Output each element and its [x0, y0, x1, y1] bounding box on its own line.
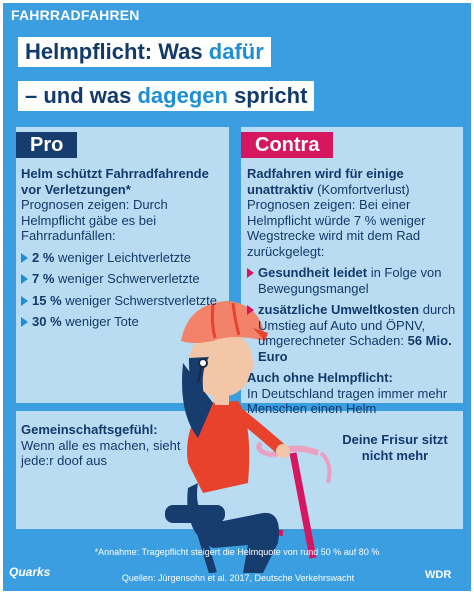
arrow-right-icon: [247, 305, 254, 315]
title-line-1: Helmpflicht: Was dafür: [18, 37, 271, 67]
arrow-right-icon: [247, 268, 254, 278]
contra-extra-text: In Deutschland tragen immer mehr Mensche…: [247, 385, 448, 417]
list-item: Gesundheit leidet in Folge von Bewegungs…: [247, 265, 461, 296]
list-item: 7 % weniger Schwerverletzte: [21, 271, 229, 287]
wdr-logo: WDR: [425, 569, 452, 581]
title-text: Helmpflicht: Was: [25, 39, 209, 64]
assumption-footnote: *Annahme: Tragepflicht steigert die Helm…: [94, 547, 380, 557]
pro-heading: Helm schützt Fahrradfahrende vor Verletz…: [21, 166, 209, 197]
title-highlight: dafür: [208, 39, 264, 64]
contra-intro: Prognosen zeigen: Bei einer Helmpflicht …: [247, 197, 426, 259]
stat-value: 7 %: [32, 271, 55, 286]
hairstyle-note: Deine Frisur sitzt nicht mehr: [342, 432, 448, 463]
title-text: – und was: [25, 83, 138, 108]
item-text: in Folge von Bewegungsmangel: [258, 265, 442, 296]
item-bold: 56 Mio. Euro: [258, 333, 452, 364]
list-item: 2 % weniger Leichtverletzte: [21, 250, 229, 266]
title-highlight: dagegen: [137, 83, 228, 108]
contra-heading: Radfahren wird für einige unattraktiv (K…: [247, 166, 461, 197]
contra-content: Radfahren wird für einige unattraktiv (K…: [247, 166, 461, 417]
community-text: Wenn alle es machen, sieht jede:r doof a…: [21, 437, 181, 469]
title-line-2: – und was dagegen spricht: [18, 81, 315, 111]
stat-value: 15 %: [32, 292, 62, 308]
title-text: spricht: [227, 83, 308, 108]
arrow-right-icon: [21, 317, 28, 327]
arrow-right-icon: [21, 274, 28, 284]
infographic: FAHRRADFAHREN Helmpflicht: Was dafür – u…: [3, 3, 471, 591]
pro-content: Helm schützt Fahrradfahrende vor Verletz…: [21, 166, 229, 330]
arrow-right-icon: [21, 252, 28, 263]
topic-label: FAHRRADFAHREN: [11, 7, 140, 23]
contra-panel: [241, 127, 463, 403]
quarks-logo: Quarks: [9, 565, 51, 579]
stat-text: weniger Leichtverletzte: [54, 249, 191, 265]
item-bold: zusätzliche Umweltkosten: [258, 302, 420, 317]
list-item: 30 % weniger Tote: [21, 314, 229, 330]
list-item: 15 % weniger Schwerstverletzte: [21, 293, 229, 309]
stat-text: weniger Schwerverletzte: [54, 271, 200, 286]
contra-heading-suffix: (Komfortverlust): [313, 181, 410, 197]
list-item: zusätzliche Umweltkosten durch Umstieg a…: [247, 302, 461, 364]
pro-label: Pro: [16, 132, 78, 158]
contra-heading-bold: Radfahren wird für einige unattraktiv: [247, 166, 404, 197]
stat-value: 2 %: [32, 249, 55, 265]
stat-text: weniger Tote: [61, 314, 139, 329]
pro-intro: Prognosen zeigen: Durch Helmpflicht gäbe…: [21, 197, 168, 243]
item-bold: Gesundheit leidet: [258, 265, 368, 280]
contra-extra-heading: Auch ohne Helmpflicht:: [247, 370, 393, 385]
cyclist-illustration: [165, 301, 332, 573]
community-note: Gemeinschaftsgefühl: Wenn alle es machen…: [21, 422, 201, 469]
person-icon: [181, 301, 290, 573]
contra-label: Contra: [241, 132, 334, 158]
community-heading: Gemeinschaftsgefühl:: [21, 422, 158, 437]
stat-value: 30 %: [32, 314, 62, 329]
stat-text: weniger Schwerstverletzte: [61, 292, 217, 308]
item-text: durch Umstieg auf Auto und ÖPNV, umgerec…: [258, 302, 456, 348]
arrow-right-icon: [21, 295, 28, 306]
sources-note: Quellen: Jürgensohn et al. 2017, Deutsch…: [121, 573, 355, 583]
